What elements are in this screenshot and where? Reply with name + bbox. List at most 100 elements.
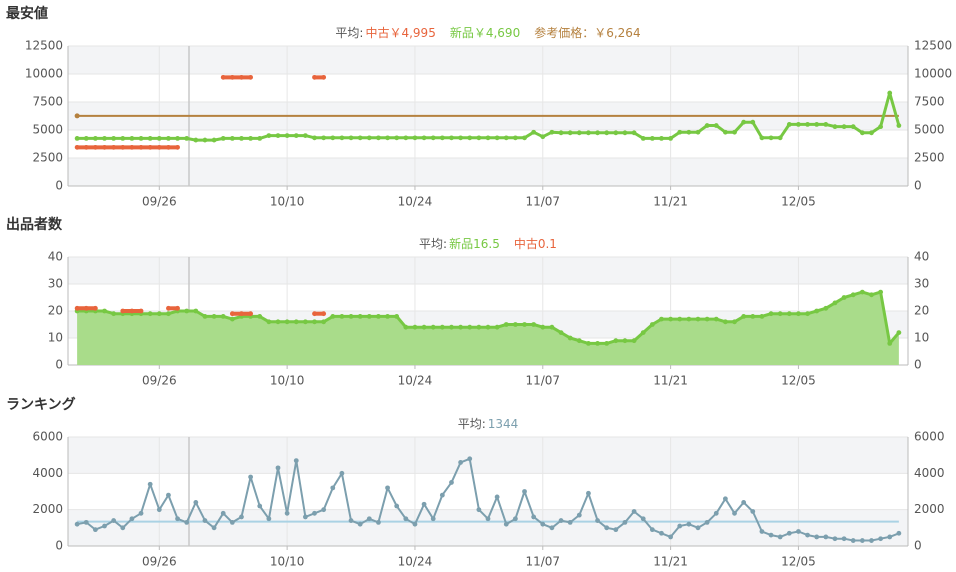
point — [640, 516, 646, 522]
point — [202, 314, 208, 319]
panel-title: 最安値 — [6, 5, 48, 22]
point — [832, 300, 838, 306]
summary: 平均: 1344 — [458, 417, 519, 431]
point — [74, 305, 80, 311]
point — [321, 319, 327, 325]
y-tick-label: 0 — [55, 358, 63, 372]
point — [649, 527, 655, 533]
point — [330, 314, 336, 319]
point — [376, 519, 381, 525]
point — [567, 519, 573, 525]
point — [239, 514, 244, 520]
point — [503, 322, 509, 327]
point — [120, 136, 126, 141]
point — [348, 314, 354, 319]
point — [713, 123, 719, 128]
point — [302, 319, 308, 325]
point — [166, 492, 171, 498]
point — [476, 507, 482, 513]
reference-value: ￥6,264 — [594, 26, 640, 40]
point — [814, 534, 820, 540]
point — [275, 465, 281, 471]
point — [421, 324, 427, 330]
point — [229, 519, 235, 525]
point — [759, 135, 765, 141]
point — [531, 514, 537, 520]
point — [385, 135, 390, 141]
point — [430, 324, 436, 330]
point — [83, 136, 89, 141]
point — [248, 474, 254, 480]
point — [302, 514, 308, 520]
point — [503, 135, 509, 141]
point — [622, 338, 628, 344]
band — [68, 257, 908, 284]
point — [622, 519, 628, 525]
point — [604, 341, 610, 346]
point — [166, 144, 171, 150]
y-tick-label: 7500 — [32, 95, 63, 109]
point — [604, 130, 610, 136]
point — [147, 136, 153, 141]
point — [750, 119, 756, 125]
x-tick-label: 10/10 — [270, 195, 305, 209]
point — [896, 123, 902, 128]
point — [586, 341, 591, 346]
point — [768, 532, 774, 538]
point — [102, 308, 107, 314]
point — [312, 135, 317, 141]
point — [768, 135, 774, 141]
point — [403, 135, 409, 141]
point — [750, 509, 756, 514]
point — [175, 144, 180, 150]
point — [184, 519, 190, 525]
y2-tick-label: 10000 — [914, 67, 952, 81]
point — [156, 136, 162, 141]
point — [668, 316, 674, 322]
point — [293, 319, 299, 325]
point — [732, 319, 737, 325]
point — [786, 311, 792, 317]
point — [220, 510, 226, 516]
point — [695, 525, 701, 531]
point — [640, 136, 646, 141]
point — [823, 122, 829, 127]
summary-label: 平均: — [458, 417, 486, 431]
point — [421, 135, 427, 141]
y-tick-label: 5000 — [32, 123, 63, 137]
point — [732, 129, 737, 135]
point — [394, 135, 400, 141]
y-tick-label: 12500 — [25, 39, 63, 53]
point — [704, 316, 710, 322]
point — [166, 136, 171, 141]
point — [832, 536, 838, 542]
point — [522, 135, 527, 141]
y-tick-label: 6000 — [32, 430, 63, 444]
reference-name: 参考価格： — [534, 25, 594, 40]
summary-value: 1344 — [488, 417, 519, 431]
point — [777, 135, 783, 141]
point — [184, 308, 190, 314]
point — [257, 136, 263, 141]
y-tick-label: 2000 — [32, 502, 63, 516]
y2-tick-label: 40 — [914, 250, 929, 264]
point — [229, 136, 235, 141]
point — [604, 525, 610, 531]
point — [686, 316, 692, 322]
point — [485, 516, 491, 522]
point — [713, 510, 719, 516]
point — [458, 135, 464, 141]
point — [549, 525, 555, 531]
point — [220, 136, 226, 141]
point — [458, 460, 464, 465]
point — [449, 135, 454, 141]
point — [394, 314, 400, 319]
point — [796, 311, 801, 317]
x-tick-label: 11/07 — [525, 195, 560, 209]
point — [467, 456, 473, 462]
band — [68, 158, 908, 186]
point — [92, 144, 98, 150]
point — [741, 500, 747, 505]
point — [147, 311, 153, 317]
